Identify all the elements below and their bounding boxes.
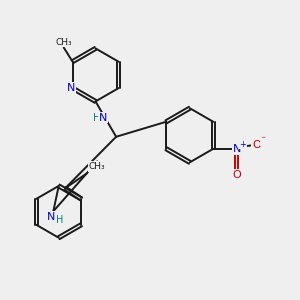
Text: N: N: [99, 112, 107, 123]
Text: H: H: [56, 215, 63, 225]
Text: H: H: [93, 112, 100, 123]
Text: CH₃: CH₃: [56, 38, 72, 47]
Text: +: +: [239, 140, 246, 148]
Text: N: N: [232, 144, 241, 154]
Text: O: O: [252, 140, 261, 150]
Text: O: O: [232, 170, 241, 180]
Text: N: N: [67, 83, 76, 93]
Text: ⁻: ⁻: [261, 136, 266, 146]
Text: N: N: [47, 212, 55, 222]
Text: CH₃: CH₃: [89, 162, 106, 171]
